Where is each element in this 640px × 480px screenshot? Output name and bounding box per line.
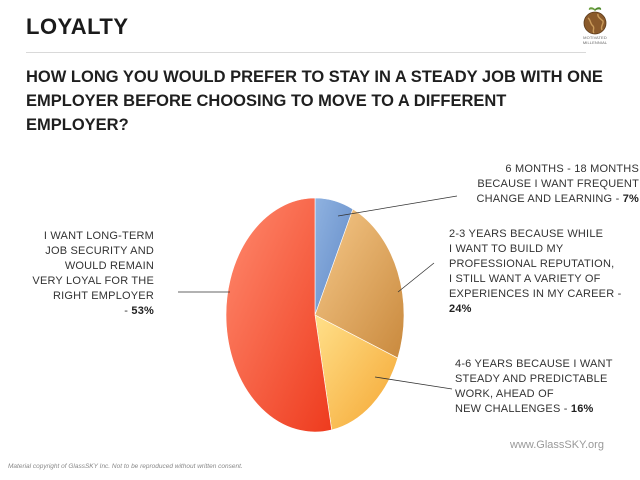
- label-line: PROFESSIONAL REPUTATION,: [449, 258, 615, 270]
- slice-percent: 7%: [622, 193, 639, 205]
- label-line: RIGHT EMPLOYER: [52, 290, 154, 302]
- copyright-notice: Material copyright of GlassSKY Inc. Not …: [8, 463, 243, 470]
- label-line: I STILL WANT A VARIETY OF: [449, 273, 601, 285]
- logo-text-line-2: MILLENNIAL: [582, 39, 608, 45]
- slice-long-term: [225, 197, 333, 433]
- leader-line: [337, 195, 458, 217]
- title-divider: [26, 52, 586, 53]
- source-url: www.GlassSKY.org: [510, 439, 604, 451]
- slice-percent: 24%: [449, 303, 472, 315]
- slice-label-2-3-years: 2-3 YEARS BECAUSE WHILE I WANT TO BUILD …: [449, 227, 639, 317]
- label-line: 2-3 YEARS BECAUSE WHILE: [449, 228, 604, 240]
- label-line: -: [124, 305, 132, 317]
- label-line: JOB SECURITY AND: [45, 245, 154, 257]
- slice-percent: 16%: [570, 403, 594, 415]
- question-title: HOW LONG YOU WOULD PREFER TO STAY IN A S…: [26, 68, 603, 134]
- label-line: WOULD REMAIN: [64, 260, 154, 272]
- logo: MOTIVATED MILLENNIAL: [571, 6, 619, 54]
- label-line: STEADY AND PREDICTABLE: [455, 373, 608, 385]
- slice-label-6-18-months: 6 MONTHS - 18 MONTHS BECAUSE I WANT FREQ…: [449, 162, 639, 207]
- slice-percent: 53%: [131, 305, 154, 317]
- label-line: BECAUSE I WANT FREQUENT: [477, 178, 639, 190]
- label-line: I WANT TO BUILD MY: [449, 243, 564, 255]
- slice-label-long-term: I WANT LONG-TERM JOB SECURITY AND WOULD …: [14, 229, 154, 319]
- label-line: I WANT LONG-TERM: [43, 230, 154, 242]
- logo-text-line-1: MOTIVATED: [583, 35, 607, 40]
- leader-line: [374, 376, 453, 390]
- label-line: 4-6 YEARS BECAUSE I WANT: [455, 358, 613, 370]
- leader-line: [397, 262, 435, 293]
- label-line: VERY LOYAL FOR THE: [32, 275, 154, 287]
- label-line: 6 MONTHS - 18 MONTHS: [505, 163, 639, 175]
- label-line: CHANGE AND LEARNING -: [476, 193, 623, 205]
- label-line: WORK, AHEAD OF: [455, 388, 554, 400]
- slice-2-3-years: [314, 208, 405, 359]
- label-line: NEW CHALLENGES -: [455, 403, 571, 415]
- label-line: EXPERIENCES IN MY CAREER -: [449, 288, 622, 300]
- slice-4-6-years: [314, 314, 399, 431]
- slice-label-4-6-years: 4-6 YEARS BECAUSE I WANT STEADY AND PRED…: [455, 357, 635, 417]
- slide-title: LOYALTY: [26, 14, 129, 39]
- globe-logo-icon: [583, 7, 607, 35]
